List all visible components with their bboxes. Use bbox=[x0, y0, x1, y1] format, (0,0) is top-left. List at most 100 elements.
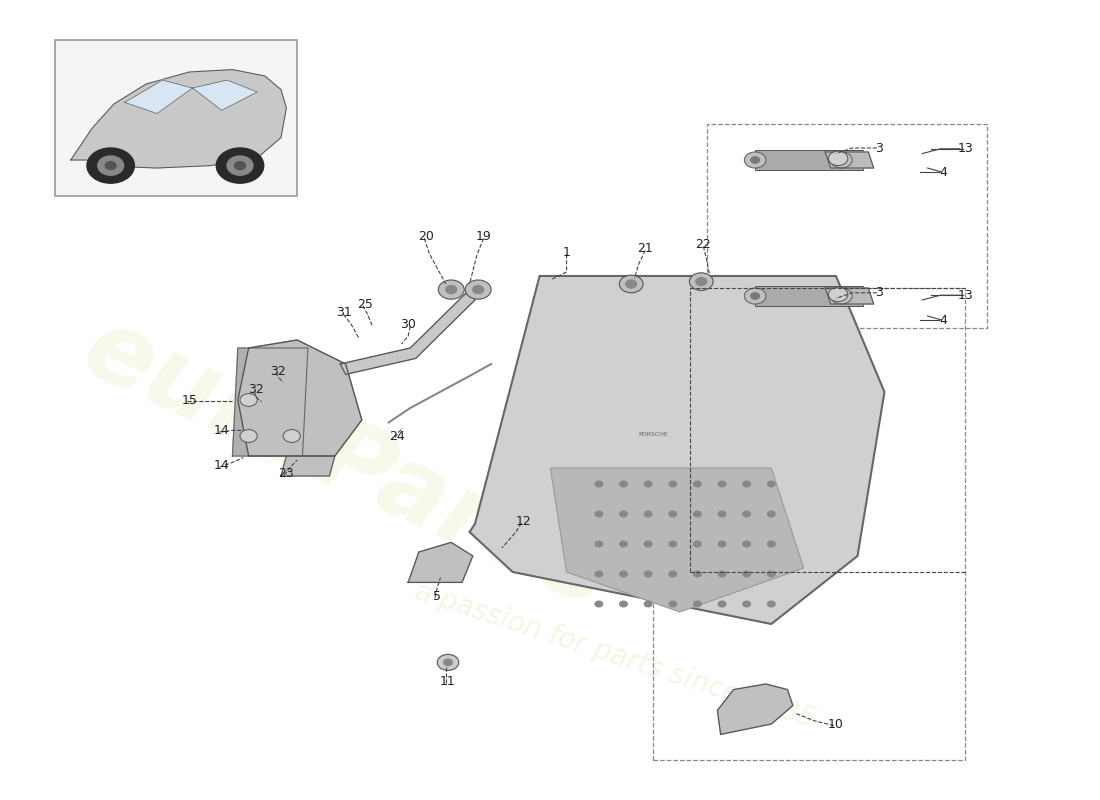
Polygon shape bbox=[825, 288, 873, 304]
Circle shape bbox=[768, 511, 776, 517]
Circle shape bbox=[830, 288, 852, 304]
Text: 30: 30 bbox=[400, 318, 416, 330]
Circle shape bbox=[645, 602, 652, 606]
Circle shape bbox=[645, 481, 652, 486]
Circle shape bbox=[768, 571, 776, 577]
Circle shape bbox=[694, 511, 701, 517]
Circle shape bbox=[626, 280, 637, 288]
Polygon shape bbox=[232, 348, 308, 456]
Polygon shape bbox=[124, 80, 192, 114]
Text: 1: 1 bbox=[562, 246, 571, 258]
Circle shape bbox=[718, 481, 726, 486]
Circle shape bbox=[446, 286, 456, 294]
Circle shape bbox=[742, 571, 750, 577]
Text: a passion for parts since 1985: a passion for parts since 1985 bbox=[411, 578, 818, 734]
Circle shape bbox=[828, 287, 848, 302]
Circle shape bbox=[751, 157, 759, 163]
Text: 5: 5 bbox=[433, 590, 441, 602]
Text: PORSCHE: PORSCHE bbox=[638, 432, 668, 437]
Text: 20: 20 bbox=[418, 230, 434, 242]
Circle shape bbox=[742, 481, 750, 486]
Circle shape bbox=[669, 481, 676, 486]
Circle shape bbox=[768, 541, 776, 547]
Circle shape bbox=[87, 148, 134, 183]
Polygon shape bbox=[825, 152, 873, 168]
Circle shape bbox=[768, 602, 776, 606]
Circle shape bbox=[694, 602, 701, 606]
Circle shape bbox=[669, 571, 676, 577]
Text: 13: 13 bbox=[957, 289, 974, 302]
Circle shape bbox=[283, 430, 300, 442]
Circle shape bbox=[694, 541, 701, 547]
Circle shape bbox=[645, 571, 652, 577]
Circle shape bbox=[669, 541, 676, 547]
Text: 11: 11 bbox=[440, 675, 455, 688]
Circle shape bbox=[669, 511, 676, 517]
Polygon shape bbox=[717, 684, 793, 734]
Text: 4: 4 bbox=[939, 166, 948, 178]
Polygon shape bbox=[755, 286, 862, 306]
Circle shape bbox=[742, 511, 750, 517]
Text: 3: 3 bbox=[876, 286, 883, 299]
Circle shape bbox=[745, 288, 766, 304]
Circle shape bbox=[718, 571, 726, 577]
Text: 15: 15 bbox=[182, 394, 197, 407]
Text: 14: 14 bbox=[213, 424, 230, 437]
Text: 3: 3 bbox=[876, 142, 883, 154]
Circle shape bbox=[240, 430, 257, 442]
Bar bbox=[706, 124, 987, 328]
Circle shape bbox=[234, 162, 245, 170]
Circle shape bbox=[645, 541, 652, 547]
Polygon shape bbox=[70, 70, 286, 168]
Polygon shape bbox=[280, 456, 334, 476]
Circle shape bbox=[751, 293, 759, 299]
Text: 19: 19 bbox=[475, 230, 492, 242]
Text: 22: 22 bbox=[695, 238, 712, 250]
Circle shape bbox=[619, 571, 627, 577]
Text: 24: 24 bbox=[389, 430, 405, 442]
Polygon shape bbox=[238, 340, 362, 456]
Circle shape bbox=[465, 280, 491, 299]
Polygon shape bbox=[340, 290, 475, 374]
Circle shape bbox=[696, 278, 706, 286]
Circle shape bbox=[745, 152, 766, 168]
Circle shape bbox=[619, 511, 627, 517]
Circle shape bbox=[106, 162, 117, 170]
Circle shape bbox=[718, 602, 726, 606]
Circle shape bbox=[694, 571, 701, 577]
Circle shape bbox=[694, 481, 701, 486]
Circle shape bbox=[595, 571, 603, 577]
Circle shape bbox=[619, 602, 627, 606]
Circle shape bbox=[718, 541, 726, 547]
Text: 23: 23 bbox=[278, 467, 294, 480]
Circle shape bbox=[830, 152, 852, 168]
Circle shape bbox=[443, 659, 452, 666]
Circle shape bbox=[619, 541, 627, 547]
Polygon shape bbox=[192, 80, 257, 110]
Text: 32: 32 bbox=[249, 383, 264, 396]
Circle shape bbox=[742, 541, 750, 547]
Text: 31: 31 bbox=[336, 306, 351, 318]
Circle shape bbox=[619, 481, 627, 486]
Polygon shape bbox=[550, 468, 804, 612]
Circle shape bbox=[595, 602, 603, 606]
Circle shape bbox=[595, 481, 603, 486]
Circle shape bbox=[473, 286, 484, 294]
Circle shape bbox=[837, 293, 846, 299]
Polygon shape bbox=[408, 542, 473, 582]
Circle shape bbox=[595, 511, 603, 517]
Circle shape bbox=[768, 481, 776, 486]
Circle shape bbox=[217, 148, 264, 183]
Bar bbox=[55, 40, 297, 196]
Bar bbox=[652, 288, 966, 760]
Circle shape bbox=[437, 654, 459, 670]
Circle shape bbox=[828, 151, 848, 166]
Polygon shape bbox=[755, 150, 862, 170]
Circle shape bbox=[98, 156, 123, 175]
Text: 32: 32 bbox=[270, 365, 286, 378]
Text: 13: 13 bbox=[957, 142, 974, 155]
Text: 25: 25 bbox=[358, 298, 373, 310]
Text: 21: 21 bbox=[637, 242, 653, 254]
Circle shape bbox=[718, 511, 726, 517]
Circle shape bbox=[742, 602, 750, 606]
